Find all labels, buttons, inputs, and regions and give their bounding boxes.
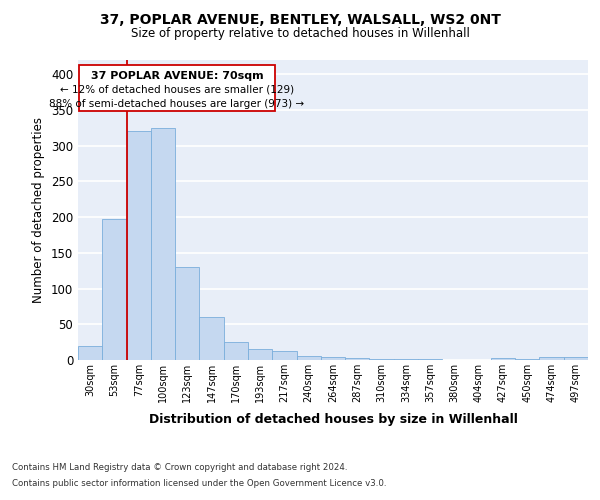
Text: Contains public sector information licensed under the Open Government Licence v3: Contains public sector information licen… (12, 478, 386, 488)
Text: 88% of semi-detached houses are larger (973) →: 88% of semi-detached houses are larger (… (49, 100, 305, 110)
Bar (175, 267, 199, 360)
Bar (296, 356, 321, 360)
Bar (539, 357, 564, 360)
Text: ← 12% of detached houses are smaller (129): ← 12% of detached houses are smaller (12… (60, 85, 294, 95)
Bar (491, 358, 515, 360)
Bar (321, 357, 345, 360)
Bar (248, 350, 272, 360)
Text: Contains HM Land Registry data © Crown copyright and database right 2024.: Contains HM Land Registry data © Crown c… (12, 464, 347, 472)
Bar (79, 65, 275, 112)
Bar (564, 357, 588, 360)
Text: 37, POPLAR AVENUE, BENTLEY, WALSALL, WS2 0NT: 37, POPLAR AVENUE, BENTLEY, WALSALL, WS2… (100, 12, 500, 26)
Bar (272, 350, 296, 360)
Bar (151, 128, 175, 360)
Text: Size of property relative to detached houses in Willenhall: Size of property relative to detached ho… (131, 28, 469, 40)
X-axis label: Distribution of detached houses by size in Willenhall: Distribution of detached houses by size … (149, 414, 517, 426)
Y-axis label: Number of detached properties: Number of detached properties (32, 117, 46, 303)
Bar (78, 346, 102, 360)
Bar (224, 342, 248, 360)
Bar (127, 132, 151, 360)
Bar (102, 220, 127, 360)
Bar (345, 358, 370, 360)
Bar (199, 317, 224, 360)
Text: 37 POPLAR AVENUE: 70sqm: 37 POPLAR AVENUE: 70sqm (91, 70, 263, 81)
